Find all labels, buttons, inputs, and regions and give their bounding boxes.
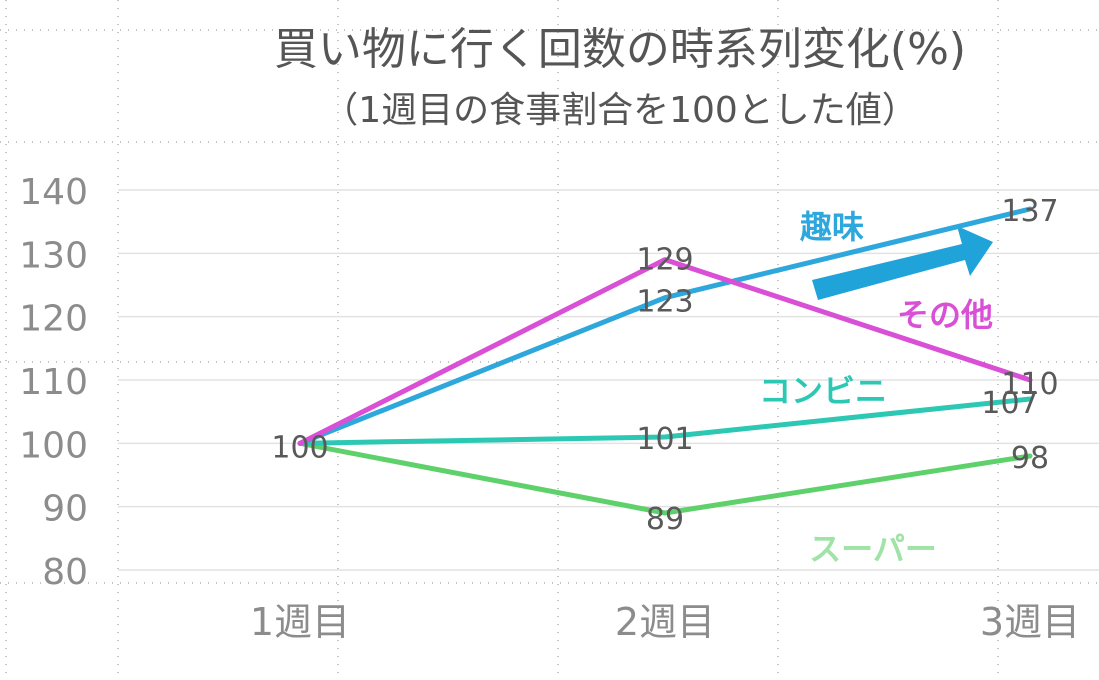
- series-name-label: 趣味: [800, 208, 864, 246]
- series-name-label: スーパー: [809, 530, 937, 568]
- data-label: 107: [981, 386, 1038, 421]
- x-tick-label: 3週目: [980, 600, 1080, 644]
- y-tick-label: 90: [42, 489, 88, 530]
- chart-title: 買い物に行く回数の時系列変化(%): [274, 24, 966, 75]
- data-labels: 89 98 101 107 123 137 100 129 110: [271, 194, 1058, 537]
- series-lines: [297, 206, 1033, 516]
- series-name-label: その他: [897, 296, 993, 334]
- series-name-label: コンビニ: [759, 372, 887, 410]
- data-label: 100: [271, 430, 328, 465]
- y-tick-label: 100: [19, 425, 88, 466]
- x-axis-ticks: 1週目 2週目 3週目: [250, 600, 1080, 644]
- y-axis-ticks: 140 130 120 110 100 90 80: [19, 172, 88, 593]
- y-tick-label: 80: [42, 552, 88, 593]
- y-tick-label: 140: [19, 172, 88, 213]
- data-label: 89: [646, 502, 684, 537]
- chart-subtitle: （1週目の食事割合を100とした値）: [322, 90, 918, 131]
- series-line: [297, 206, 1033, 446]
- trend-arrow: [812, 226, 993, 300]
- y-tick-label: 110: [19, 362, 88, 403]
- data-label: 101: [636, 422, 693, 457]
- data-label: 110: [1001, 367, 1058, 402]
- series-line: [297, 440, 1033, 516]
- x-tick-label: 2週目: [615, 600, 715, 644]
- y-tick-label: 120: [19, 299, 88, 340]
- data-label: 129: [636, 243, 693, 278]
- series-line: [297, 396, 1033, 446]
- x-tick-label: 1週目: [250, 600, 350, 644]
- y-tick-label: 130: [19, 235, 88, 276]
- gridlines: [118, 189, 1099, 571]
- data-label: 98: [1011, 441, 1049, 476]
- data-label: 137: [1001, 194, 1058, 229]
- data-label: 123: [636, 285, 693, 320]
- series-line: [297, 257, 1033, 446]
